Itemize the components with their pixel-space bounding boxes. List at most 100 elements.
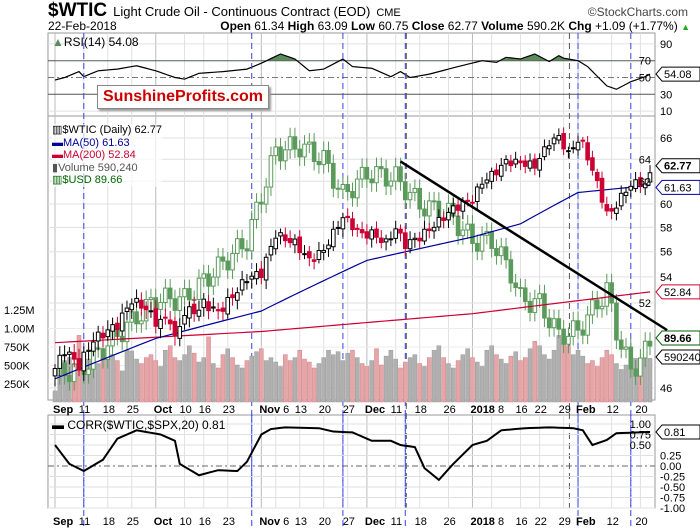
price-candle — [470, 201, 475, 204]
x-tick-label: 18 — [103, 404, 115, 416]
usd-candle — [575, 320, 581, 331]
price-candle — [566, 150, 571, 153]
volume-bar — [215, 367, 221, 403]
usd-candle — [628, 346, 634, 370]
volume-bar — [431, 349, 437, 403]
volume-bar — [225, 348, 230, 403]
volume-bar — [326, 349, 331, 403]
title-row: $WTIC Light Crude Oil - Continuous Contr… — [48, 0, 401, 22]
price-candle — [177, 326, 183, 339]
usd-candle — [259, 201, 264, 205]
usd-candle — [407, 191, 413, 201]
volume-bar — [494, 354, 499, 403]
price-candle — [62, 354, 67, 357]
price-candle — [489, 170, 494, 182]
usd-candle — [638, 357, 643, 377]
price-candle — [129, 303, 135, 311]
volume-bar — [254, 351, 259, 403]
legend-price: ▥$WTIC (Daily) 62.77 — [52, 124, 163, 136]
volume-bar — [460, 354, 466, 403]
x-tick-label: 20 — [635, 404, 647, 416]
x-tick-label: 16 — [199, 516, 211, 528]
rsi-tick-label: 50 — [639, 73, 651, 85]
price-candle — [546, 145, 552, 150]
x-tick-label: 2018 — [470, 404, 494, 416]
price-candle — [71, 352, 77, 360]
trend-line — [399, 160, 668, 332]
x-tick-label: 6 — [283, 516, 289, 528]
x-tick-label: 11 — [79, 516, 90, 528]
x-tick-label: 22 — [535, 404, 547, 416]
usd-candle — [326, 150, 331, 164]
price-candle — [426, 228, 432, 232]
x-tick-label: 2018 — [470, 516, 494, 528]
ohlc-summary: Open 61.34 High 63.09 Low 60.75 Close 62… — [220, 19, 690, 33]
usd-candle — [359, 166, 365, 180]
x-tick-label: 25 — [127, 516, 139, 528]
rsi-tick-label: 90 — [660, 39, 672, 51]
x-tick-label: 26 — [443, 404, 455, 416]
usd-candle — [172, 298, 178, 311]
usd-candle — [503, 246, 509, 261]
usd-candle — [134, 311, 139, 325]
price-candle — [350, 218, 355, 231]
usd-candle — [158, 302, 163, 310]
price-candle — [91, 341, 96, 352]
volume-bar — [292, 357, 298, 403]
volume-bar — [263, 360, 269, 403]
usd-candle — [201, 273, 207, 279]
volume-bar — [575, 349, 581, 403]
usd-candle — [417, 187, 422, 210]
volume-bar — [417, 363, 422, 403]
volume-bar — [604, 349, 610, 403]
price-candle — [374, 228, 379, 238]
usd-candle — [455, 215, 461, 237]
last-ma50-tag: 61.63 — [655, 179, 700, 195]
price-candle — [503, 158, 509, 165]
price-candle — [268, 245, 274, 256]
price-tick-label: 52 — [639, 298, 651, 310]
volume-bar — [153, 360, 159, 403]
usd-candle — [139, 320, 144, 325]
usd-candle — [177, 296, 183, 311]
rsi-tick-label: 30 — [660, 89, 672, 101]
price-candle — [585, 142, 590, 161]
price-candle — [383, 238, 389, 243]
usd-candle — [124, 321, 130, 343]
price-candle — [215, 309, 221, 312]
price-candle — [628, 185, 634, 191]
price-candle — [148, 310, 154, 313]
x-tick-label: Nov — [259, 404, 281, 416]
watermark: ©StockCharts.com — [587, 5, 688, 19]
price-tick-label: 54 — [660, 272, 672, 284]
price-candle — [407, 239, 413, 250]
usd-candle — [508, 259, 514, 284]
price-candle — [311, 259, 317, 262]
last-close-tag-text: 62.77 — [664, 161, 692, 173]
price-candle — [378, 237, 384, 244]
last-close-tag-box — [655, 158, 700, 174]
volume-bar — [479, 366, 485, 403]
price-candle — [139, 299, 144, 309]
usd-candle — [230, 252, 235, 271]
volume-bar — [446, 363, 451, 403]
usd-candle — [465, 223, 470, 231]
volume-bar — [556, 335, 562, 403]
volume-bar — [542, 354, 547, 403]
volume-bar — [518, 360, 523, 403]
legend-ma50: ▬MA(50) 61.63 — [52, 136, 130, 149]
volume-bar — [599, 357, 605, 403]
price-candle — [287, 238, 293, 244]
volume-bar — [119, 370, 125, 403]
volume-bar — [268, 357, 274, 403]
corr-tick-label: 1.00 — [630, 419, 651, 431]
volume-bar — [527, 348, 533, 403]
price-candle — [86, 349, 91, 352]
usd-candle — [86, 368, 91, 376]
x-tick-label: Sep — [53, 404, 73, 416]
usd-candle — [388, 180, 394, 187]
price-candle — [590, 157, 595, 171]
usd-candle — [354, 178, 360, 199]
price-candle — [513, 158, 518, 165]
